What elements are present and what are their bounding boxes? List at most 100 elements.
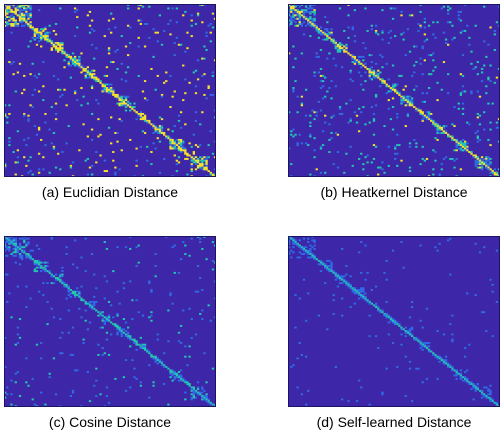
heatmap-cell: [124, 99, 128, 102]
heatmap-cell: [489, 393, 492, 396]
heatmap-cell: [485, 156, 488, 159]
heatmap-cell: [334, 43, 337, 46]
heatmap-cell: [432, 69, 435, 72]
heatmap-cell: [25, 144, 28, 147]
heatmap-cell: [23, 249, 26, 252]
heatmap-cell: [360, 289, 363, 291]
heatmap-cell: [188, 355, 191, 358]
heatmap-cell: [381, 55, 384, 58]
heatmap-cell: [489, 278, 492, 281]
heatmap-cell: [12, 237, 15, 240]
heatmap-cell: [421, 47, 424, 50]
heatmap-cell: [415, 107, 418, 110]
heatmap-cell: [124, 359, 128, 362]
heatmap-cell: [124, 333, 128, 336]
heatmap-cell: [59, 7, 62, 10]
heatmap-cell: [152, 381, 155, 384]
heatmap-cell: [184, 50, 187, 53]
heatmap-cell: [112, 159, 115, 162]
heatmap-cell: [300, 23, 304, 25]
heatmap-cell: [328, 270, 331, 273]
heatmap-cell: [309, 256, 312, 259]
heatmap-heatkernel: [288, 4, 500, 177]
heatmap-cell: [370, 106, 373, 108]
heatmap-cell: [146, 121, 149, 124]
heatmap-cell: [357, 157, 361, 160]
heatmap-cell: [377, 76, 380, 79]
heatmap-cell: [16, 326, 20, 329]
heatmap-cell: [65, 52, 68, 55]
heatmap-cell: [447, 362, 450, 365]
heatmap-cell: [177, 331, 181, 334]
heatmap-cell: [8, 137, 11, 140]
heatmap-cell: [112, 88, 115, 91]
heatmap-cell: [290, 5, 293, 8]
heatmap-cell: [432, 121, 435, 124]
heatmap-cell: [298, 10, 301, 13]
heatmap-cell: [292, 87, 295, 89]
heatmap-cell: [88, 10, 92, 13]
heatmap-cell: [309, 133, 312, 136]
heatmap-cell: [82, 338, 85, 341]
heatmap-cell: [362, 42, 365, 44]
heatmap-cell: [12, 10, 15, 13]
heatmap-cell: [385, 83, 388, 86]
heatmap-cell: [196, 290, 200, 293]
heatmap-cell: [59, 280, 62, 283]
heatmap-cell: [8, 140, 11, 143]
heatmap-cell: [169, 145, 172, 148]
heatmap-self-learned: [288, 236, 500, 407]
heatmap-cell: [290, 17, 293, 20]
heatmap-cell: [192, 156, 195, 159]
heatmap-cell: [381, 80, 384, 83]
heatmap-cell: [84, 309, 87, 312]
heatmap-cell: [374, 93, 378, 96]
heatmap-cell: [493, 173, 496, 176]
heatmap-cell: [201, 168, 204, 171]
heatmap-cell: [413, 71, 416, 74]
heatmap-cell: [298, 14, 301, 17]
heatmap-cell: [8, 246, 11, 249]
heatmap-cell: [116, 314, 119, 317]
heatmap-cell: [194, 396, 198, 399]
heatmap-cell: [35, 36, 39, 39]
heatmap-cell: [387, 333, 390, 336]
heatmap-cell: [463, 371, 467, 373]
heatmap-cell: [67, 62, 70, 65]
heatmap-cell: [404, 95, 407, 98]
heatmap-cell: [158, 14, 162, 17]
heatmap-cell: [317, 263, 320, 266]
heatmap-cell: [493, 48, 496, 51]
heatmap-cell: [59, 318, 62, 320]
heatmap-cell: [42, 36, 45, 39]
heatmap-cell: [73, 61, 77, 64]
heatmap-cell: [211, 367, 215, 370]
heatmap-cell: [201, 391, 204, 394]
heatmap-cell: [442, 359, 446, 362]
heatmap-cell: [423, 26, 426, 29]
heatmap-cell: [194, 163, 198, 166]
heatmap-cell: [190, 157, 193, 160]
heatmap-cell: [385, 367, 388, 370]
heatmap-cell: [29, 24, 32, 27]
heatmap-cell: [99, 81, 102, 84]
heatmap-cell: [351, 164, 354, 167]
heatmap-cell: [480, 389, 484, 392]
heatmap-cell: [97, 80, 100, 83]
heatmap-cell: [461, 112, 465, 115]
heatmap-cell: [154, 88, 157, 91]
heatmap-cell: [112, 323, 115, 326]
heatmap-cell: [480, 164, 484, 167]
heatmap-cell: [489, 64, 492, 67]
heatmap-cell: [309, 247, 312, 250]
heatmap-cell: [59, 336, 62, 339]
heatmap-cell: [133, 338, 136, 341]
heatmap-cell: [472, 383, 475, 385]
heatmap-cell: [199, 393, 202, 396]
heatmap-cell: [421, 348, 424, 351]
heatmap-cell: [309, 173, 312, 176]
heatmap-cell: [489, 121, 492, 124]
heatmap-cell: [438, 355, 441, 358]
heatmap-cell: [8, 239, 11, 242]
heatmap-cell: [402, 95, 405, 98]
